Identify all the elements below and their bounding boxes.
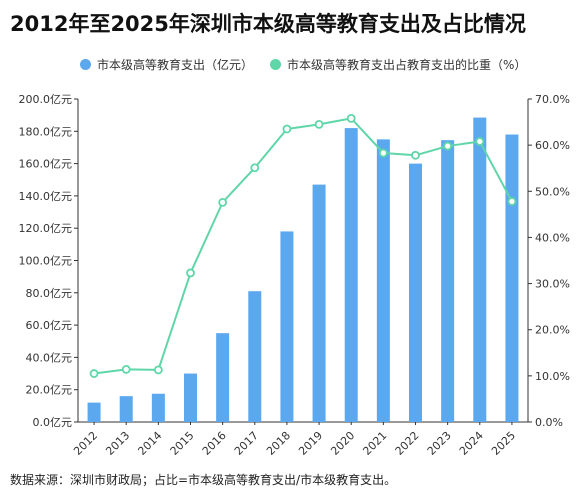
left-tick-label: 0.0亿元 <box>33 416 73 429</box>
left-tick-label: 40.0亿元 <box>26 351 73 364</box>
x-tick-label: 2024 <box>457 429 486 458</box>
bar-2023 <box>441 140 455 422</box>
left-tick-label: 140.0亿元 <box>19 190 73 203</box>
x-tick-label: 2016 <box>200 429 229 458</box>
bar-2014 <box>151 393 165 422</box>
legend-item-bar: 市本级高等教育支出（亿元） <box>80 56 253 73</box>
bar-2016 <box>216 333 230 422</box>
right-tick-label: 20.0% <box>535 324 570 337</box>
line-point-2019 <box>314 119 324 129</box>
right-tick-label: 30.0% <box>535 278 570 291</box>
x-tick-label: 2017 <box>232 429 261 458</box>
x-tick-label: 2014 <box>135 429 164 458</box>
source-note: 数据来源：深圳市财政局；占比=市本级高等教育支出/市本级教育支出。 <box>10 473 397 487</box>
bar-2013 <box>119 396 133 422</box>
right-tick-label: 70.0% <box>535 93 570 106</box>
x-tick-label: 2021 <box>360 429 389 458</box>
x-tick-label: 2013 <box>103 429 132 458</box>
left-tick-label: 60.0亿元 <box>26 319 73 332</box>
x-tick-label: 2015 <box>168 429 197 458</box>
x-tick-label: 2023 <box>425 429 454 458</box>
bar-2024 <box>473 117 487 422</box>
x-tick-label: 2025 <box>489 429 518 458</box>
line-point-2021 <box>378 148 388 158</box>
bar-2021 <box>376 139 390 422</box>
line-point-2015 <box>186 268 195 278</box>
left-tick-label: 20.0亿元 <box>26 384 73 397</box>
line-point-2017 <box>250 163 260 173</box>
right-tick-label: 0.0% <box>535 416 563 429</box>
left-tick-label: 160.0亿元 <box>19 158 73 171</box>
right-tick-label: 10.0% <box>535 370 570 383</box>
line-point-2016 <box>218 197 228 207</box>
line-point-2018 <box>282 124 292 134</box>
left-tick-label: 80.0亿元 <box>26 287 73 300</box>
left-tick-label: 100.0亿元 <box>19 255 73 268</box>
left-tick-label: 180.0亿元 <box>19 125 73 138</box>
x-tick-label: 2018 <box>264 429 293 458</box>
bar-2017 <box>248 291 262 422</box>
line-point-2020 <box>346 113 356 123</box>
x-tick-label: 2019 <box>296 429 325 458</box>
legend-swatch-bar <box>80 59 91 70</box>
x-tick-label: 2022 <box>393 429 422 458</box>
right-tick-label: 40.0% <box>535 231 570 244</box>
bar-2012 <box>87 402 101 422</box>
line-point-2025 <box>507 197 517 206</box>
bar-2022 <box>409 163 422 422</box>
bar-2015 <box>184 373 197 422</box>
legend-item-line: 市本级高等教育支出占教育支出的比重（%） <box>270 56 526 73</box>
line-point-2022 <box>411 150 420 160</box>
right-tick-label: 60.0% <box>535 139 570 152</box>
legend-label-bar: 市本级高等教育支出（亿元） <box>97 58 254 72</box>
chart-title: 2012年至2025年深圳市本级高等教育支出及占比情况 <box>10 12 526 36</box>
bar-2018 <box>280 231 294 422</box>
line-point-2012 <box>89 369 99 378</box>
left-tick-label: 120.0亿元 <box>19 222 73 235</box>
line-point-2013 <box>121 364 131 374</box>
bar-2020 <box>344 128 358 422</box>
bar-2025 <box>505 134 519 422</box>
bar-2019 <box>312 184 326 422</box>
legend: 市本级高等教育支出（亿元） 市本级高等教育支出占教育支出的比重（%） <box>0 56 588 76</box>
line-point-2014 <box>153 365 163 375</box>
line-point-2023 <box>443 141 453 151</box>
legend-label-line: 市本级高等教育支出占教育支出的比重（%） <box>287 58 527 72</box>
right-tick-label: 50.0% <box>535 185 570 198</box>
left-tick-label: 200.0亿元 <box>19 93 73 106</box>
legend-swatch-line <box>270 59 281 70</box>
x-tick-label: 2012 <box>71 429 100 458</box>
x-tick-label: 2020 <box>328 429 357 458</box>
line-series-ratio <box>93 117 513 375</box>
line-point-2024 <box>475 137 485 146</box>
